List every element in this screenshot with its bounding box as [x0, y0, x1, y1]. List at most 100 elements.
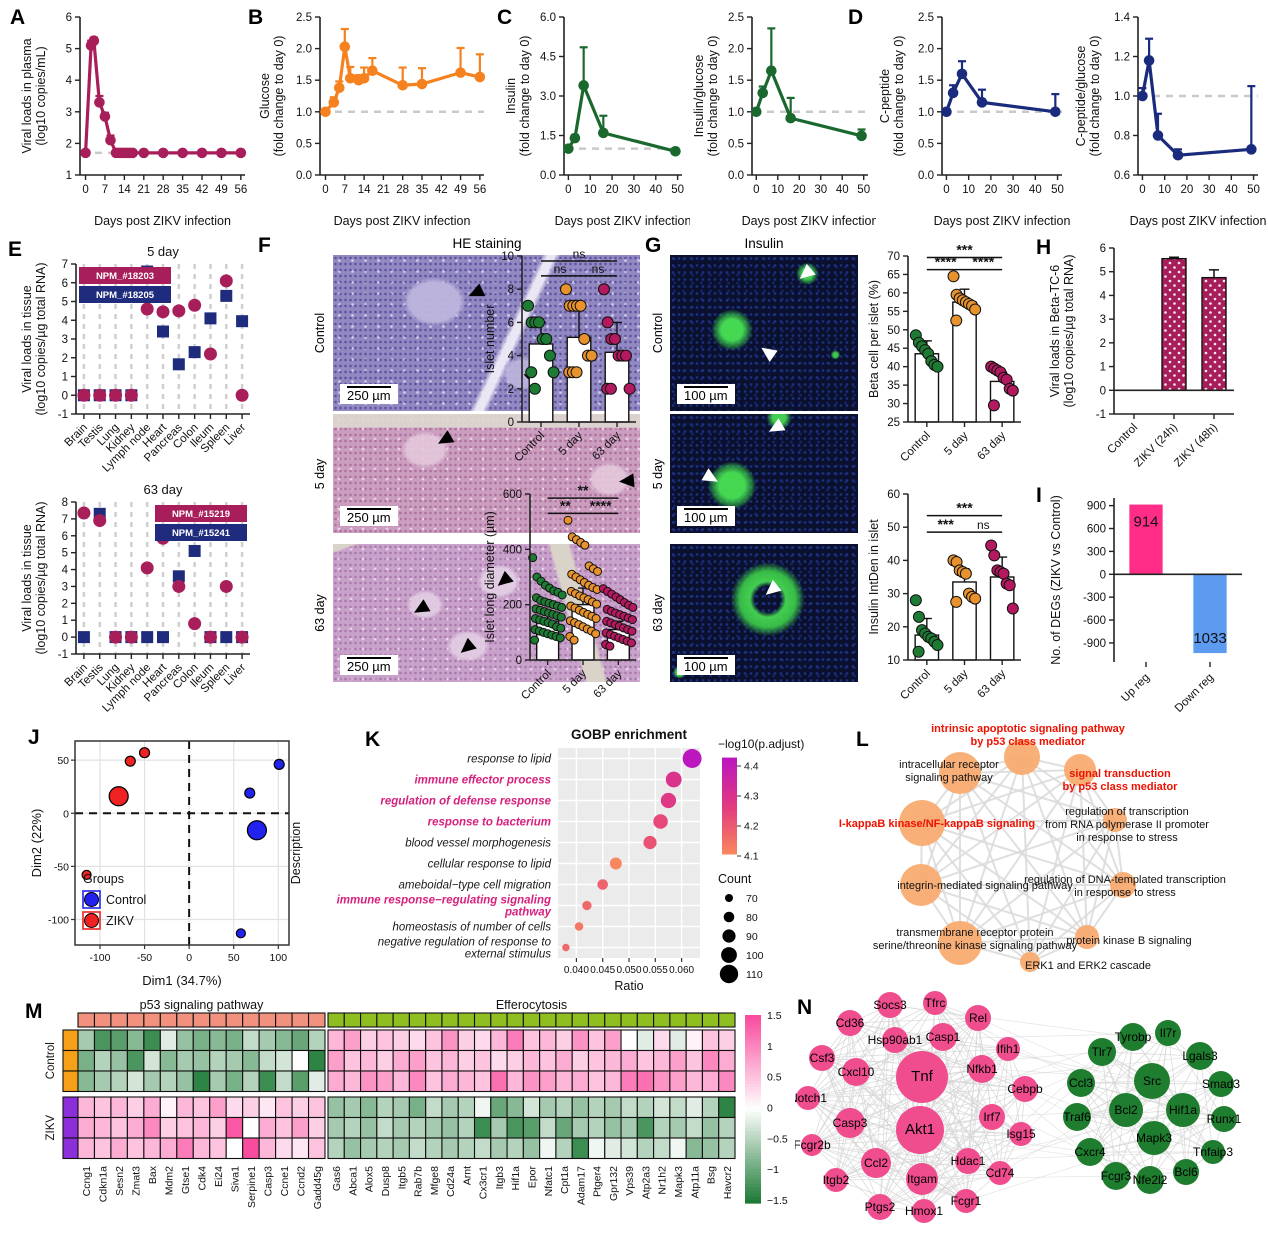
if-control-image: 100 µm	[670, 255, 858, 411]
svg-text:Days post ZIKV infection: Days post ZIKV infection	[934, 214, 1071, 228]
svg-text:Itgb5: Itgb5	[396, 1166, 408, 1190]
svg-text:-1: -1	[58, 649, 68, 661]
beta-tc6-viral-load-chart: -1 0 1 2 3 4 5 6 Control ZIKV (24h) ZIKV (48h) Vira…	[1046, 238, 1268, 491]
svg-text:Tfrc: Tfrc	[925, 996, 946, 1010]
svg-text:200: 200	[503, 600, 522, 612]
svg-text:Adam17: Adam17	[575, 1166, 587, 1205]
svg-text:56: 56	[473, 184, 486, 196]
svg-text:Serpine1: Serpine1	[246, 1166, 258, 1208]
svg-text:Akt1: Akt1	[905, 1121, 935, 1138]
svg-text:(log10 copies/µg total RNA): (log10 copies/µg total RNA)	[34, 262, 48, 415]
svg-text:(log10 copies/mL): (log10 copies/mL)	[34, 46, 48, 145]
svg-text:Days post ZIKV infection: Days post ZIKV infection	[334, 214, 471, 228]
svg-text:Vps39: Vps39	[624, 1166, 636, 1196]
svg-text:**: **	[560, 497, 571, 513]
svg-text:7: 7	[342, 184, 348, 196]
arrowhead-icon	[765, 418, 786, 438]
svg-text:ZIKV: ZIKV	[45, 1115, 57, 1141]
svg-text:Runx1: Runx1	[1207, 1112, 1242, 1126]
svg-text:Tnf: Tnf	[911, 1068, 934, 1085]
svg-text:4.1: 4.1	[744, 851, 759, 863]
svg-text:6.0: 6.0	[540, 12, 556, 24]
if-63day-image: 100 µm	[670, 544, 858, 682]
arrowhead-icon	[757, 342, 778, 363]
glucose-chart-svg: 0.0 0.5 1.0 1.5 2.0 2.5 0 7 14 21 28 35 42 49 56 Glucos…	[258, 12, 486, 228]
svg-text:10: 10	[501, 251, 514, 263]
svg-text:8: 8	[508, 284, 514, 296]
svg-text:intracellular receptor: intracellular receptor	[899, 759, 999, 771]
svg-text:21: 21	[137, 184, 150, 196]
svg-text:Ptgs2: Ptgs2	[865, 1200, 896, 1214]
svg-text:Cxcr4: Cxcr4	[1074, 1145, 1106, 1159]
svg-text:Insulin: Insulin	[504, 78, 518, 114]
svg-text:Hif1a: Hif1a	[510, 1166, 522, 1191]
svg-text:in response to stress: in response to stress	[1074, 887, 1176, 899]
svg-text:ns: ns	[554, 262, 567, 276]
svg-text:30: 30	[628, 184, 641, 196]
svg-text:Rel: Rel	[969, 1011, 987, 1025]
svg-text:Beta cell per islet (%): Beta cell per islet (%)	[867, 280, 881, 398]
if-5day-image: 100 µm	[670, 414, 858, 533]
insulin-intden-chart: 10 20 30 40 50 60 Control 5 day 63 day *** ns *** In…	[862, 478, 1035, 723]
svg-text:400: 400	[503, 544, 522, 556]
svg-text:8: 8	[62, 497, 68, 509]
svg-text:0.5: 0.5	[728, 138, 744, 150]
he-staining-title: HE staining	[452, 236, 522, 251]
svg-text:65: 65	[887, 269, 900, 281]
svg-text:Isg15: Isg15	[1006, 1127, 1036, 1141]
svg-text:5: 5	[62, 548, 68, 560]
svg-text:0.8: 0.8	[1114, 131, 1130, 143]
deg-count-chart-svg: -900 -600 -300 0 300 600 900 Up reg 914 Down reg 1…	[1049, 495, 1242, 715]
svg-text:NPM_#15241: NPM_#15241	[172, 528, 231, 539]
svg-text:Dim2 (22%): Dim2 (22%)	[29, 809, 44, 878]
c-peptide-glucose-chart-svg: 0.6 0.8 1.0 1.2 1.4 0 10 20 30 40 50 C-peptide/gluc…	[1074, 12, 1266, 228]
svg-text:Nfatc1: Nfatc1	[543, 1166, 555, 1197]
svg-text:10: 10	[887, 655, 900, 667]
svg-text:Control: Control	[1105, 422, 1140, 457]
svg-text:300: 300	[1087, 546, 1106, 558]
svg-text:from RNA polymerase II promote: from RNA polymerase II promoter	[1045, 819, 1209, 831]
svg-text:30: 30	[887, 399, 900, 411]
svg-text:Control: Control	[898, 430, 933, 465]
islet-diameter-chart: 0 200 400 600 Control 5 day 63 day ** **** ** Isle…	[478, 478, 648, 723]
svg-text:49: 49	[454, 184, 467, 196]
svg-text:Cxcl10: Cxcl10	[838, 1065, 875, 1079]
svg-text:42: 42	[435, 184, 448, 196]
svg-text:Atp2a3: Atp2a3	[640, 1166, 652, 1199]
pca-chart: -100 -50 0 50 100 -100 -50 0 50 Dim1 (34.7%) Dim2 …	[25, 725, 295, 998]
svg-text:60: 60	[887, 288, 900, 300]
svg-text:−1: −1	[767, 1164, 779, 1176]
svg-text:50: 50	[57, 755, 69, 767]
svg-text:ns: ns	[977, 518, 990, 532]
svg-text:63 day: 63 day	[143, 482, 183, 497]
scale-bar: 250 µm	[340, 505, 398, 526]
svg-text:(fold change to day 0): (fold change to day 0)	[1088, 36, 1102, 157]
svg-text:20: 20	[887, 622, 900, 634]
svg-text:Tyrobp: Tyrobp	[1115, 1030, 1152, 1044]
svg-text:Itgb2: Itgb2	[823, 1173, 850, 1187]
svg-text:Lgals3: Lgals3	[1182, 1049, 1218, 1063]
svg-text:Hdac1: Hdac1	[951, 1154, 986, 1168]
svg-text:49: 49	[215, 184, 228, 196]
svg-text:Hif1a: Hif1a	[1169, 1103, 1197, 1117]
he-63day-label: 63 day	[313, 594, 327, 632]
svg-text:Ei24: Ei24	[213, 1166, 225, 1187]
svg-text:4.3: 4.3	[744, 791, 759, 803]
svg-text:Cpt1a: Cpt1a	[559, 1166, 571, 1194]
svg-text:Hsp90ab1: Hsp90ab1	[868, 1033, 923, 1047]
svg-text:-1: -1	[58, 409, 68, 421]
svg-text:40: 40	[649, 184, 662, 196]
svg-text:-1: -1	[1096, 409, 1106, 421]
svg-text:30: 30	[887, 589, 900, 601]
svg-text:1.0: 1.0	[728, 107, 744, 119]
svg-text:0.0: 0.0	[918, 170, 934, 182]
svg-text:600: 600	[1087, 524, 1106, 536]
svg-text:(fold change to day 0): (fold change to day 0)	[272, 36, 286, 157]
scale-bar: 250 µm	[340, 383, 398, 404]
beta-cell-per-islet-chart: 25 30 35 40 45 50 55 60 65 70 Control 5 day 63 day **…	[862, 240, 1035, 483]
svg-text:Tnfaip3: Tnfaip3	[1193, 1145, 1233, 1159]
